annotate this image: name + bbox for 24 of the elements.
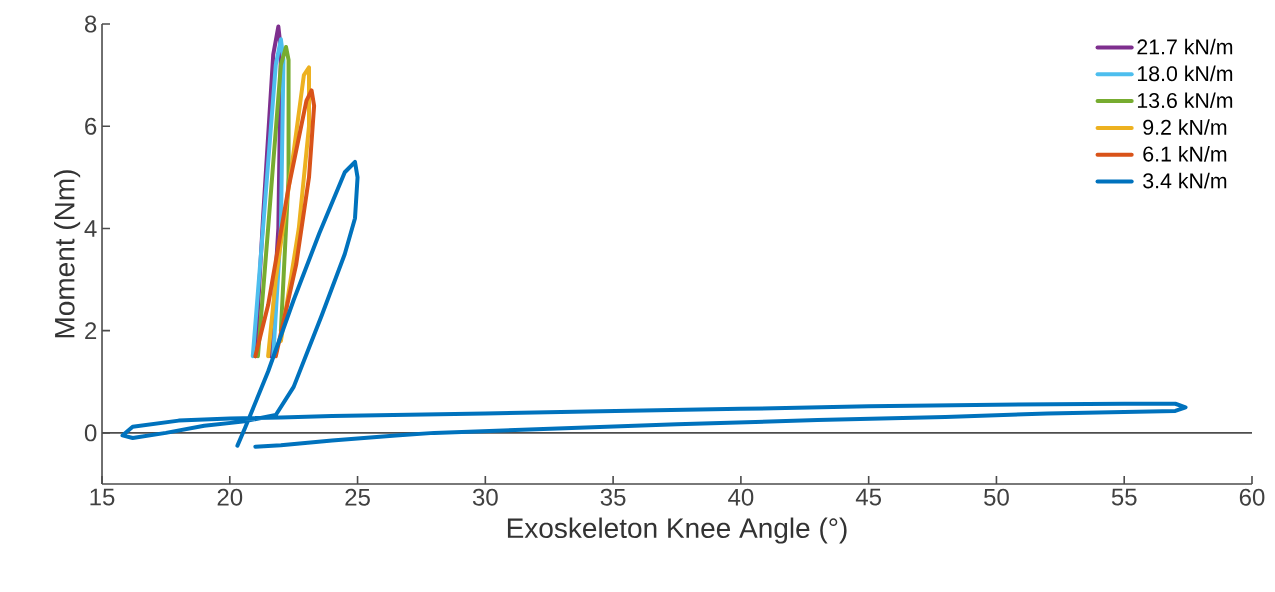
y-axis-title: Moment (Nm)	[54, 170, 81, 338]
x-axis-title: Exoskeleton Knee Angle (°)	[507, 517, 847, 544]
y-tick-label: 2	[85, 322, 97, 340]
line-series	[253, 88, 317, 359]
legend-label: 9.2 kN/m	[1143, 119, 1227, 135]
x-tick-label: 45	[855, 488, 881, 506]
x-tick-label: 25	[345, 488, 370, 506]
x-tick-label: 55	[1111, 488, 1137, 506]
legend-label: 18.0 kN/m	[1137, 65, 1233, 82]
legend-label: 3.4 kN/m	[1143, 172, 1227, 189]
x-tick-label: 15	[90, 488, 115, 506]
y-tick-label: 4	[84, 220, 97, 237]
x-tick-label: 40	[728, 488, 754, 506]
x-tick-label: 20	[217, 488, 243, 506]
legend-label: 21.7 kN/m	[1137, 38, 1233, 55]
x-tick-label: 50	[984, 488, 1009, 506]
x-tick-label: 60	[1239, 488, 1265, 506]
x-tick-label: 30	[472, 488, 498, 506]
x-tick-label: 35	[600, 488, 626, 506]
y-tick-label: 6	[85, 117, 97, 135]
y-tick-label: 0	[84, 424, 97, 442]
y-tick-label: 8	[85, 15, 97, 33]
legend-label: 6.1 kN/m	[1143, 145, 1227, 162]
legend-label: 13.6 kN/m	[1137, 92, 1233, 109]
